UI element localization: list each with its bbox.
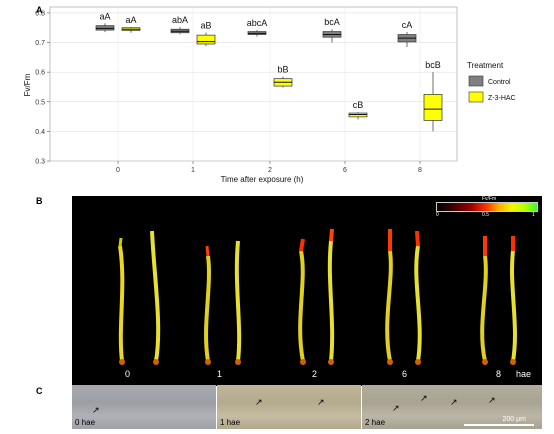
panel-label-a: A bbox=[36, 5, 43, 15]
arrow-icon: ↗ bbox=[392, 403, 400, 413]
significance-label: cB bbox=[353, 100, 364, 110]
y-tick-label: 0.6 bbox=[35, 70, 45, 77]
x-tick-label: 1 bbox=[191, 167, 195, 174]
panel-label-b: B bbox=[36, 196, 43, 206]
arrow-icon: ↗ bbox=[488, 395, 496, 405]
box-control-2h bbox=[247, 30, 267, 37]
micrograph-1h: ↗ ↗ 1 hae bbox=[217, 385, 361, 429]
micrograph-2h: ↗ ↗ ↗ ↗ 2 hae 200 µm bbox=[362, 385, 542, 429]
arrow-icon: ↗ bbox=[317, 397, 325, 407]
x-axis-title: Time after exposure (h) bbox=[221, 175, 304, 184]
scale-bar-label: 200 µm bbox=[502, 416, 527, 423]
significance-label: bcB bbox=[425, 60, 441, 70]
box-body bbox=[196, 34, 216, 45]
arrow-icon: ↗ bbox=[255, 397, 263, 407]
legend: Treatment Control Z-3-HAC bbox=[467, 61, 516, 103]
box-z-3-hac-1h bbox=[196, 32, 216, 47]
x-tick-label: 2 bbox=[268, 167, 272, 174]
seedlings-6h bbox=[385, 229, 422, 365]
box-body bbox=[423, 94, 443, 121]
y-axis-ticks: 0.3 0.4 0.5 0.6 0.7 0.8 bbox=[35, 10, 50, 166]
box-z-3-hac-2h bbox=[273, 76, 293, 88]
x-axis-ticks: 0 1 2 6 8 bbox=[116, 161, 422, 174]
significance-label: bB bbox=[277, 65, 288, 75]
seedlings-0h bbox=[118, 230, 161, 365]
legend-entry-zhac: Z-3-HAC bbox=[488, 95, 516, 102]
significance-label: aA bbox=[125, 15, 136, 25]
significance-label: bcA bbox=[324, 17, 340, 27]
legend-title: Treatment bbox=[467, 61, 504, 70]
colorbar bbox=[436, 202, 538, 212]
box-control-8h bbox=[397, 31, 417, 47]
box-z-3-hac-6h bbox=[348, 112, 368, 120]
colorbar-max: 1 bbox=[532, 212, 535, 218]
micrograph-label-1h: 1 hae bbox=[220, 418, 241, 427]
legend-entry-control: Control bbox=[488, 79, 511, 86]
micrograph-label-2h: 2 hae bbox=[365, 418, 386, 427]
time-label-6: 6 bbox=[402, 369, 408, 379]
panel-b-fluorescence-image: Fv/Fm 0 0.5 1 0 1 bbox=[72, 196, 542, 386]
y-tick-label: 0.8 bbox=[35, 10, 45, 17]
box-control-0h bbox=[95, 23, 115, 33]
box-z-3-hac-8h bbox=[423, 72, 443, 132]
time-label-1: 1 bbox=[217, 369, 223, 379]
significance-label: cA bbox=[402, 20, 413, 30]
arrow-icon: ↗ bbox=[92, 405, 100, 415]
seedlings-2h bbox=[298, 228, 335, 365]
time-label-2: 2 bbox=[312, 369, 318, 379]
colorbar-min: 0 bbox=[436, 212, 439, 218]
time-label-0: 0 bbox=[125, 369, 131, 379]
y-tick-label: 0.4 bbox=[35, 129, 45, 136]
seedlings-1h bbox=[204, 240, 242, 365]
colorbar-title: Fv/Fm bbox=[482, 196, 497, 202]
seedlings-8h bbox=[480, 236, 517, 365]
significance-label: abA bbox=[172, 15, 188, 25]
legend-swatch-zhac bbox=[468, 91, 484, 103]
arrow-icon: ↗ bbox=[450, 397, 458, 407]
legend-swatch-control bbox=[468, 75, 484, 87]
colorbar-mid: 0.5 bbox=[482, 212, 489, 218]
significance-label: aA bbox=[99, 11, 110, 21]
y-tick-label: 0.5 bbox=[35, 99, 45, 106]
significance-labels: aA abA abcA bcA cA aA aB bB cB bcB bbox=[99, 11, 440, 110]
panel-c-micrographs: ↗ 0 hae ↗ ↗ 1 hae ↗ ↗ ↗ ↗ 2 hae 200 µm bbox=[72, 385, 542, 429]
time-label-8: 8 bbox=[496, 369, 502, 379]
box-series bbox=[95, 23, 443, 132]
micrograph-label-0h: 0 hae bbox=[75, 418, 96, 427]
panel-label-c: C bbox=[36, 386, 43, 396]
box-control-6h bbox=[322, 29, 342, 43]
x-tick-label: 6 bbox=[343, 167, 347, 174]
x-tick-label: 8 bbox=[418, 167, 422, 174]
box-control-1h bbox=[170, 27, 190, 35]
y-axis-title: Fv/Fm bbox=[23, 73, 32, 96]
unit-label-hae: hae bbox=[516, 369, 532, 379]
x-tick-label: 0 bbox=[116, 167, 120, 174]
y-tick-label: 0.3 bbox=[35, 159, 45, 166]
significance-label: abcA bbox=[247, 18, 268, 28]
scale-bar bbox=[464, 424, 534, 426]
micrograph-0h: ↗ 0 hae bbox=[72, 385, 216, 429]
arrow-icon: ↗ bbox=[420, 393, 428, 403]
y-tick-label: 0.7 bbox=[35, 40, 45, 47]
box-z-3-hac-0h bbox=[121, 27, 141, 33]
significance-label: aB bbox=[200, 20, 211, 30]
